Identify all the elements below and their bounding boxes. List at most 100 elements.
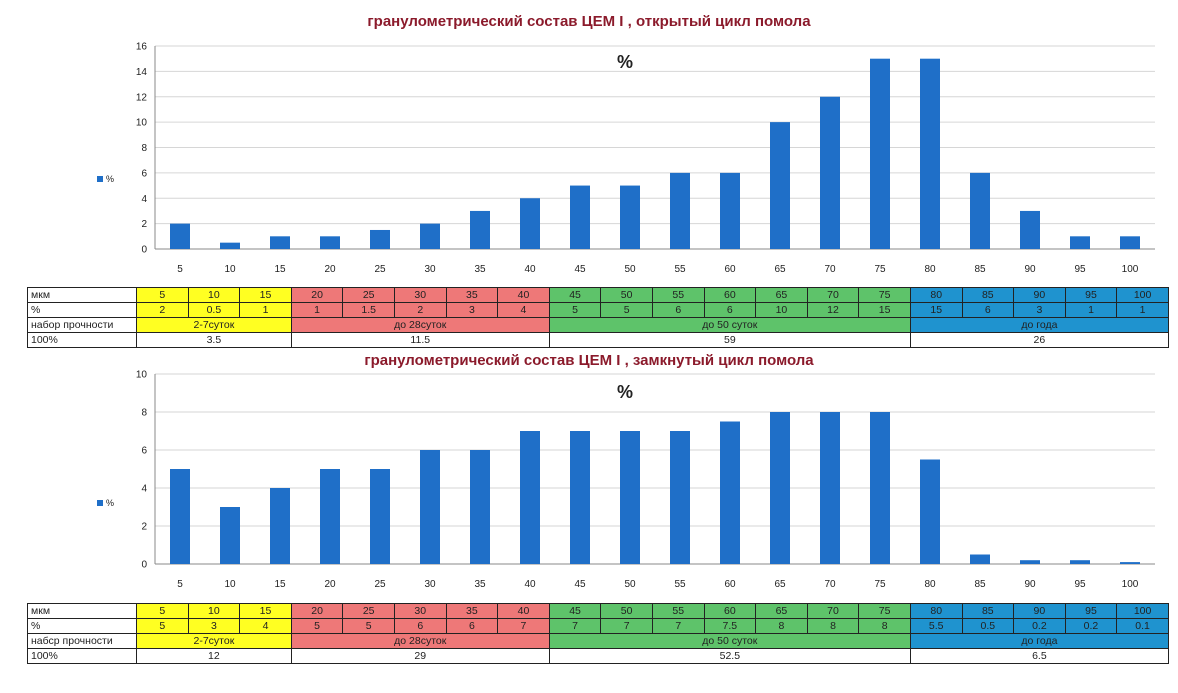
x-tick-label: 65 bbox=[774, 264, 786, 275]
table-cell-percent: 7 bbox=[497, 618, 550, 634]
table-cell-size: 15 bbox=[239, 603, 292, 619]
table-cell-size: 50 bbox=[600, 603, 653, 619]
table-row: мкм 5 10 15 20 25 30 35 40 45 50 55 60 65 70 75 80 85 90 95… bbox=[27, 287, 1169, 303]
x-tick-label: 55 bbox=[674, 264, 686, 275]
x-tick-label: 55 bbox=[674, 579, 686, 590]
bar-85 bbox=[970, 172, 990, 249]
y-tick-label: 10 bbox=[136, 118, 148, 129]
bar-65 bbox=[770, 122, 790, 249]
table-row-label: мкм bbox=[27, 287, 137, 303]
y-tick-label: 0 bbox=[141, 560, 147, 571]
x-tick-label: 50 bbox=[624, 264, 636, 275]
table-cell-size: 35 bbox=[445, 287, 499, 303]
table-cell-size: 45 bbox=[548, 603, 602, 619]
table-cell-size: 85 bbox=[961, 603, 1015, 619]
x-tick-label: 90 bbox=[1024, 264, 1036, 275]
bar-65 bbox=[770, 412, 790, 564]
chart-1-data-table: мкм 5 10 15 20 25 30 35 40 45 50 55 60 65 70 75 80 85 90 95… bbox=[27, 287, 1169, 348]
bar-90 bbox=[1020, 560, 1040, 564]
table-cell-percent: 5.5 bbox=[909, 618, 963, 634]
chart-2-title: гранулометрический состав ЦЕМ I , замкну… bbox=[364, 352, 814, 369]
legend-label: % bbox=[106, 174, 114, 184]
table-row-label: мкм bbox=[27, 603, 137, 619]
table-cell-percent: 1 bbox=[1064, 302, 1118, 318]
y-tick-label: 16 bbox=[136, 42, 148, 53]
table-cell-percent: 0.1 bbox=[1116, 618, 1169, 634]
plot-percent-label: % bbox=[617, 382, 633, 402]
table-cell-size: 20 bbox=[290, 287, 344, 303]
table-cell-percent: 8 bbox=[806, 618, 860, 634]
x-tick-label: 45 bbox=[574, 264, 586, 275]
table-cell-size: 80 bbox=[909, 603, 963, 619]
legend-swatch bbox=[97, 176, 103, 182]
table-cell-size: 70 bbox=[806, 603, 860, 619]
table-cell-size: 5 bbox=[136, 603, 189, 619]
bar-10 bbox=[220, 242, 240, 249]
x-tick-label: 70 bbox=[824, 264, 836, 275]
x-tick-label: 60 bbox=[724, 264, 736, 275]
table-cell-size: 65 bbox=[755, 287, 808, 303]
bar-100 bbox=[1120, 236, 1140, 249]
y-tick-label: 4 bbox=[141, 194, 147, 205]
y-tick-label: 8 bbox=[141, 143, 147, 154]
table-cell-size: 30 bbox=[393, 287, 447, 303]
x-tick-label: 90 bbox=[1024, 579, 1036, 590]
bar-45 bbox=[570, 431, 590, 564]
table-cell-percent: 0.2 bbox=[1013, 618, 1066, 634]
bar-80 bbox=[920, 459, 940, 564]
table-cell-size: 90 bbox=[1013, 603, 1066, 619]
table-cell-percent: 3 bbox=[445, 302, 499, 318]
table-row-label: набср прочности bbox=[27, 633, 137, 649]
x-tick-label: 95 bbox=[1074, 264, 1086, 275]
table-cell-size: 80 bbox=[909, 287, 963, 303]
bar-70 bbox=[820, 96, 840, 249]
table-cell-percent: 5 bbox=[600, 302, 653, 318]
table-row: 100% 3.5 11.5 59 26 bbox=[27, 332, 1169, 348]
x-tick-label: 95 bbox=[1074, 579, 1086, 590]
bar-75 bbox=[870, 412, 890, 564]
y-tick-label: 0 bbox=[141, 245, 147, 256]
table-cell-percent: 6 bbox=[393, 618, 447, 634]
chart-1-plot: 0 2 4 6 8 10 12 14 16 5 10 15 20 25 30 35 40 45 50 55 60 65 70… bbox=[97, 42, 1155, 275]
table-cell-percent: 5 bbox=[136, 618, 189, 634]
bar-50 bbox=[620, 431, 640, 564]
bar-70 bbox=[820, 412, 840, 564]
y-tick-label: 14 bbox=[136, 67, 148, 78]
x-tick-label: 5 bbox=[177, 264, 183, 275]
table-cell-percent: 3 bbox=[187, 618, 241, 634]
bar-95 bbox=[1070, 560, 1090, 564]
table-cell-size: 40 bbox=[497, 603, 550, 619]
table-cell-percent: 8 bbox=[755, 618, 808, 634]
table-cell-size: 95 bbox=[1064, 603, 1118, 619]
x-tick-label: 25 bbox=[374, 264, 386, 275]
table-cell-total: 29 bbox=[290, 648, 550, 664]
x-tick-label: 30 bbox=[424, 264, 436, 275]
table-row-label: % bbox=[27, 618, 137, 634]
legend-label: % bbox=[106, 498, 114, 508]
table-cell-percent: 15 bbox=[909, 302, 963, 318]
table-row: мкм 5 10 15 20 25 30 35 40 45 50 55 60 65 70 75 80 85 90 95… bbox=[27, 603, 1169, 619]
x-tick-label: 15 bbox=[274, 579, 286, 590]
table-cell-percent: 0.5 bbox=[961, 618, 1015, 634]
x-tick-label: 5 bbox=[177, 579, 183, 590]
table-cell-size: 65 bbox=[755, 603, 808, 619]
table-cell-size: 100 bbox=[1116, 287, 1169, 303]
x-tick-label: 100 bbox=[1122, 264, 1139, 275]
bar-75 bbox=[870, 58, 890, 249]
bar-90 bbox=[1020, 210, 1040, 249]
table-cell-size: 55 bbox=[651, 287, 705, 303]
x-tick-label: 40 bbox=[524, 264, 536, 275]
table-cell-percent: 12 bbox=[806, 302, 860, 318]
x-tick-label: 15 bbox=[274, 264, 286, 275]
bar-25 bbox=[370, 229, 390, 249]
table-row-label: 100% bbox=[27, 332, 137, 348]
table-cell-percent: 10 bbox=[755, 302, 808, 318]
bar-15 bbox=[270, 236, 290, 249]
table-cell-total: 26 bbox=[909, 332, 1169, 348]
x-tick-label: 60 bbox=[724, 579, 736, 590]
x-tick-label: 75 bbox=[874, 264, 886, 275]
x-tick-label: 50 bbox=[624, 579, 636, 590]
x-tick-label: 35 bbox=[474, 264, 486, 275]
y-tick-label: 2 bbox=[141, 219, 147, 230]
y-tick-label: 10 bbox=[136, 370, 148, 381]
